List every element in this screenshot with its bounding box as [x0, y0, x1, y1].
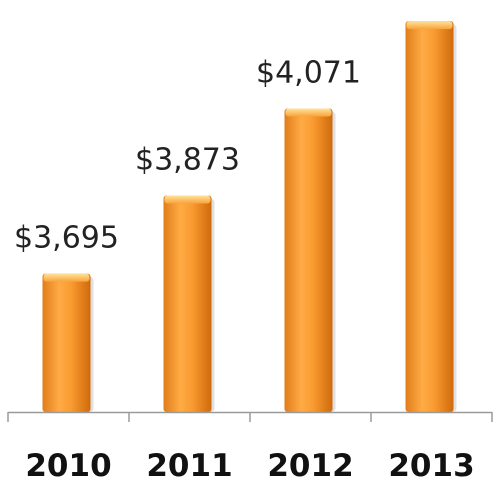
x-tick-label-2013: 2013: [388, 448, 474, 484]
x-tick-label-2011: 2011: [146, 448, 232, 484]
tick-labels-group: 2010 2011 2012 2013: [25, 448, 474, 484]
data-labels-group: $3,695 $3,873 $4,071: [14, 56, 361, 256]
x-tick-label-2012: 2012: [267, 448, 353, 484]
bar-2010: [42, 273, 94, 412]
data-label-2012: $4,071: [256, 56, 361, 91]
bar-2013: [405, 21, 457, 412]
data-label-2010: $3,695: [14, 221, 119, 256]
x-tick-label-2010: 2010: [25, 448, 111, 484]
bar-2012: [284, 108, 336, 413]
x-axis: [7, 411, 493, 422]
bar-2011: [163, 195, 215, 412]
bars-group: [42, 21, 457, 413]
data-label-2011: $3,873: [135, 143, 240, 178]
